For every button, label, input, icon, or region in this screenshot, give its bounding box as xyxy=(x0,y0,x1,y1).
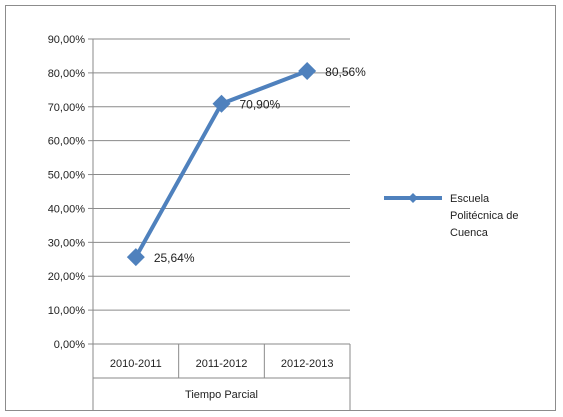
y-tick-label: 20,00% xyxy=(48,271,86,283)
legend: Escuela Politécnica de Cuenca xyxy=(384,193,519,239)
data-labels: 25,64% 70,90% 80,56% xyxy=(154,65,366,265)
x-group-label: Tiempo Parcial xyxy=(185,389,258,401)
chart-frame: 0,00% 10,00% 20,00% 30,00% 40,00% 50,00% 60,00… xyxy=(5,5,556,411)
y-tick-label: 30,00% xyxy=(48,237,86,249)
y-tick-label: 0,00% xyxy=(54,339,85,351)
y-tick-label: 40,00% xyxy=(48,203,86,215)
y-tick-label: 60,00% xyxy=(48,136,86,148)
axes: 0,00% 10,00% 20,00% 30,00% 40,00% 50,00% 60,00… xyxy=(48,34,351,410)
x-tick-label: 2012-2013 xyxy=(281,358,334,370)
legend-label: Politécnica de xyxy=(450,210,519,222)
y-tick-label: 50,00% xyxy=(48,170,86,182)
data-label: 80,56% xyxy=(325,65,366,79)
x-tick-label: 2010-2011 xyxy=(110,358,162,370)
x-tick-label: 2011-2012 xyxy=(196,358,248,370)
data-label: 70,90% xyxy=(240,98,281,112)
legend-marker xyxy=(408,193,418,203)
y-tick-label: 80,00% xyxy=(48,68,86,80)
data-label: 25,64% xyxy=(154,251,195,265)
y-tick-label: 70,00% xyxy=(48,102,86,114)
y-tick-label: 90,00% xyxy=(48,34,86,46)
legend-label: Escuela xyxy=(450,193,490,205)
data-point-marker xyxy=(126,248,145,267)
line-chart: 0,00% 10,00% 20,00% 30,00% 40,00% 50,00% 60,00… xyxy=(48,34,519,410)
legend-label: Cuenca xyxy=(450,227,489,239)
y-tick-label: 10,00% xyxy=(48,305,86,317)
series xyxy=(126,61,317,267)
gridlines xyxy=(93,38,350,311)
data-point-marker xyxy=(298,61,317,80)
data-point-marker xyxy=(212,94,231,113)
